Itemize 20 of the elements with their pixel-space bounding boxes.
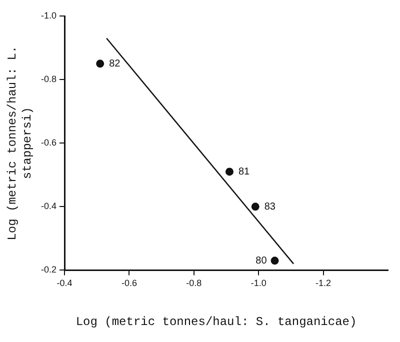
- x-tick-label: -0.6: [121, 278, 137, 288]
- annotation: 82: [109, 58, 121, 70]
- point: [225, 168, 234, 176]
- x-tick-label: -1.0: [250, 278, 266, 288]
- annotation: 80: [256, 255, 268, 266]
- point: [96, 60, 104, 68]
- point: [251, 202, 260, 211]
- y-tick-label: -1.0: [40, 10, 57, 20]
- x-tick-label: -0.4: [56, 278, 72, 288]
- x-axis-title: Log (metric tonnes/haul: S. tanganicae): [76, 315, 357, 330]
- x-tick-label: -1.2: [316, 278, 332, 288]
- annotation: 81: [238, 166, 250, 178]
- x-tick-label: -0.8: [186, 278, 202, 288]
- y-axis-title: Log (metric tonnes/haul: L. stappersi): [6, 46, 35, 240]
- y-tick-label: -0.8: [40, 74, 57, 84]
- y-tick-label: -0.2: [40, 264, 57, 275]
- annotation: 83: [264, 201, 276, 212]
- point: [270, 256, 279, 265]
- y-tick-label: -0.6: [40, 138, 57, 148]
- y-tick-label: -0.4: [40, 201, 57, 212]
